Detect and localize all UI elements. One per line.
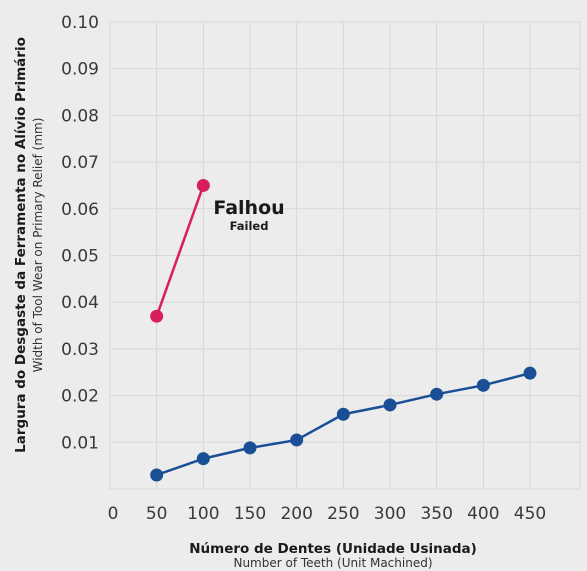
- x-tick-label: 250: [327, 504, 359, 524]
- data-point: [150, 309, 164, 323]
- y-tick-label: 0.09: [61, 60, 99, 80]
- data-point: [523, 366, 537, 380]
- data-point: [243, 441, 257, 455]
- x-tick-label: 450: [514, 504, 546, 524]
- x-tick-label: 0: [108, 504, 119, 524]
- data-point: [430, 387, 444, 401]
- y-axis-subtitle: Width of Tool Wear on Primary Relief (mm…: [31, 118, 45, 373]
- data-point: [383, 398, 397, 412]
- y-tick-label: 0.08: [61, 106, 99, 126]
- data-point: [476, 378, 490, 392]
- x-tick-label: 350: [420, 504, 452, 524]
- data-point: [196, 178, 210, 192]
- y-tick-label: 0.10: [61, 13, 99, 33]
- y-tick-label: 0.03: [61, 340, 99, 360]
- x-axis-title: Número de Dentes (Unidade Usinada): [189, 541, 477, 557]
- data-point: [150, 468, 164, 482]
- grid: [109, 21, 581, 490]
- x-tick-label: 400: [467, 504, 499, 524]
- x-tick-label: 100: [187, 504, 219, 524]
- x-axis-subtitle: Number of Teeth (Unit Machined): [233, 556, 432, 570]
- x-tick-label: 50: [146, 504, 168, 524]
- x-tick-label: 200: [280, 504, 312, 524]
- y-tick-label: 0.06: [61, 200, 99, 220]
- data-point: [290, 433, 304, 447]
- y-axis-title: Largura do Desgaste da Ferramenta no Alí…: [13, 37, 29, 453]
- x-tick-label: 150: [234, 504, 266, 524]
- y-tick-label: 0.04: [61, 293, 99, 313]
- y-tick-label: 0.02: [61, 387, 99, 407]
- y-tick-label: 0.05: [61, 247, 99, 267]
- x-axis-ticks: 0 50 100 150 200 250 300 350 400 450: [108, 504, 547, 524]
- x-tick-label: 300: [374, 504, 406, 524]
- data-point: [196, 452, 210, 466]
- y-tick-label: 0.07: [61, 153, 99, 173]
- series-layer: [150, 178, 537, 482]
- annotation-label: Falhou: [213, 197, 284, 219]
- y-tick-label: 0.01: [61, 433, 99, 453]
- y-axis-ticks: 0.01 0.02 0.03 0.04 0.05 0.06 0.07 0.08 0.09 0.10: [61, 13, 99, 453]
- annotation-sublabel: Failed: [230, 219, 269, 233]
- data-point: [336, 407, 350, 421]
- series-line-1: [155, 185, 205, 317]
